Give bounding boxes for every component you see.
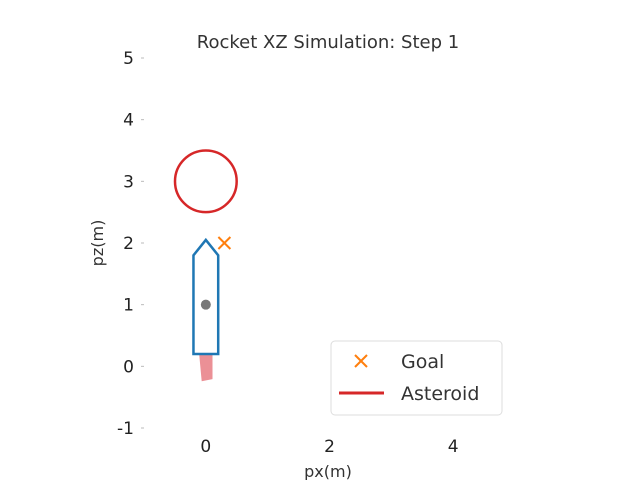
- legend-goal-symbol-stroke: [354, 354, 368, 368]
- legend-label: Asteroid: [401, 383, 479, 405]
- legend-label: Goal: [401, 351, 444, 373]
- legend-box: [330, 340, 503, 416]
- y-tick-label: 2: [123, 234, 134, 254]
- rocket-center-point: [200, 299, 211, 310]
- rocket-body: [192, 237, 220, 356]
- goal-marker: [217, 236, 232, 250]
- y-tick-label: 1: [123, 296, 134, 316]
- y-tick-label: -1: [117, 419, 134, 439]
- rocket-flame: [199, 353, 213, 382]
- x-axis-label: px(m): [304, 462, 352, 480]
- y-axis-label: pz(m): [88, 220, 107, 267]
- legend: Goal Asteroid: [330, 340, 503, 416]
- y-tick-label: 3: [123, 172, 134, 192]
- x-tick-label: 2: [324, 437, 335, 457]
- y-tick-label: 0: [123, 357, 134, 377]
- y-tick-label: 5: [123, 49, 134, 69]
- x-tick-label: 4: [448, 437, 459, 457]
- asteroid-circle: [173, 149, 238, 214]
- plot-area: [173, 149, 238, 382]
- legend-goal-symbol: [354, 354, 368, 368]
- goal-marker-stroke: [217, 236, 232, 250]
- x-tick-label: 0: [200, 437, 211, 457]
- axis-ticks: -1 0 1 2 3 4 5 0 2 4: [117, 49, 459, 457]
- y-tick-label: 4: [123, 111, 134, 131]
- chart-title: Rocket XZ Simulation: Step 1: [197, 32, 459, 53]
